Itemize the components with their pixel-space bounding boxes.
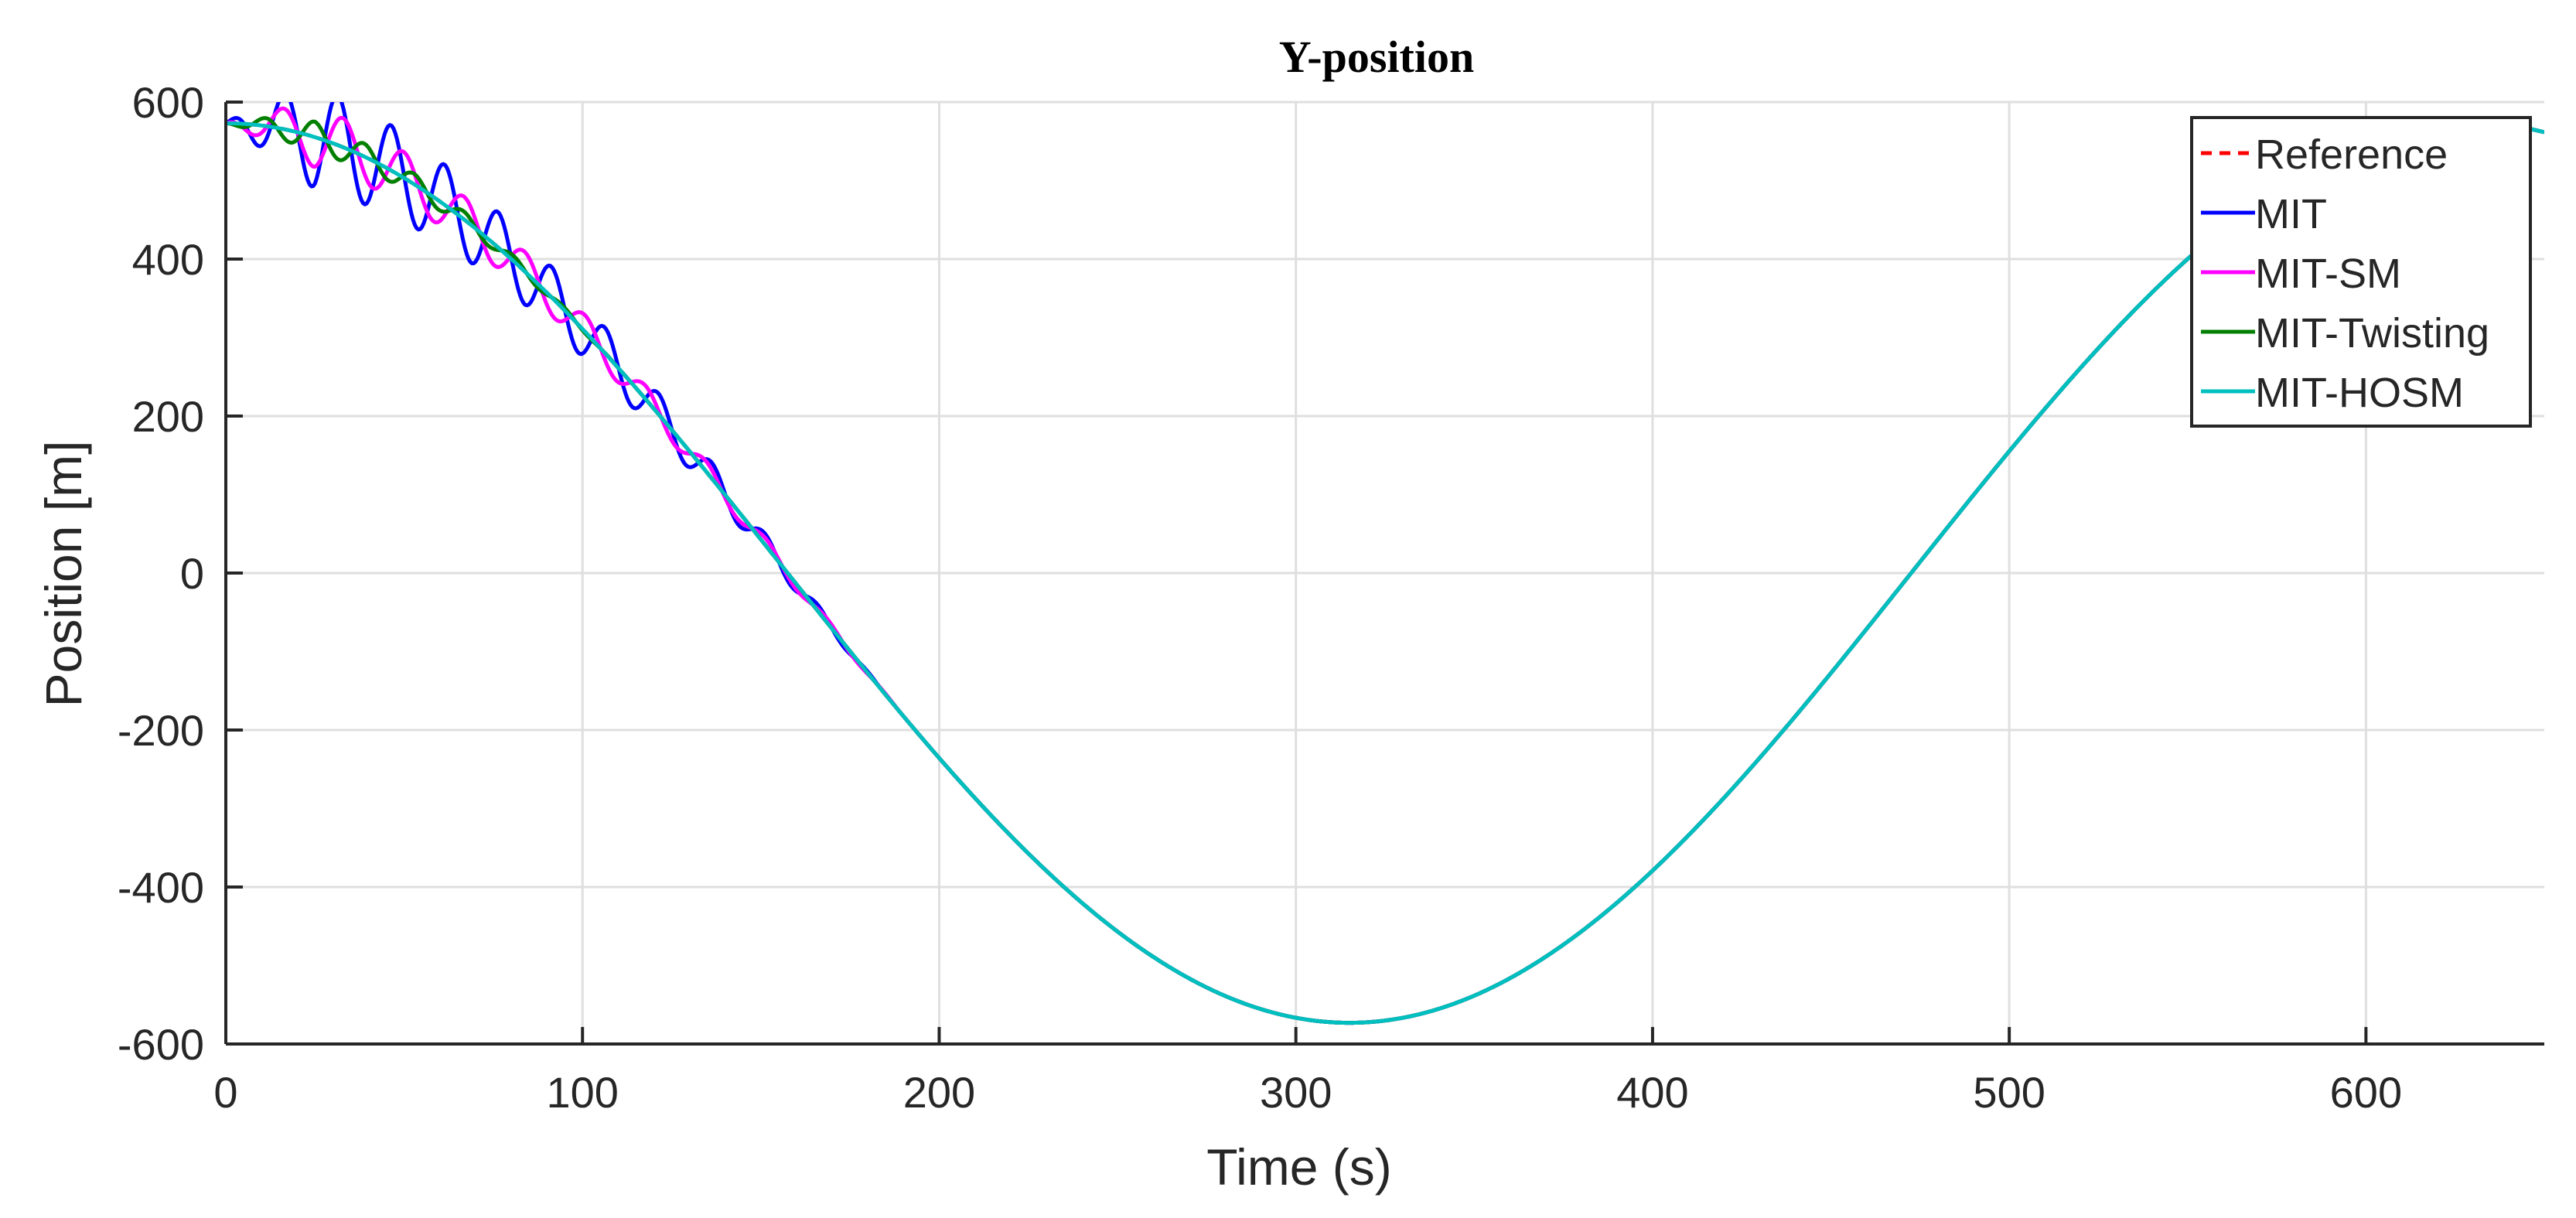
grid-lines	[224, 101, 2544, 1046]
y-tick-label: -600	[118, 1020, 204, 1069]
legend-label: MIT-SM	[2255, 251, 2401, 297]
legend-label: Reference	[2255, 131, 2448, 178]
plot-area	[226, 102, 2544, 1025]
y-axis-label: Position [m]	[35, 441, 92, 708]
x-tick-label: 0	[213, 1068, 237, 1117]
legend-label: MIT	[2255, 191, 2327, 237]
y-tick-label: 0	[180, 549, 204, 598]
legend: Reference MIT MIT-SM MIT-Twisting MIT-HOSM	[2190, 116, 2532, 428]
x-axis-label: Time (s)	[1206, 1138, 1392, 1196]
x-tick-label: 100	[547, 1068, 619, 1117]
x-tick-label: 300	[1260, 1068, 1332, 1117]
x-tick-label: 500	[1973, 1068, 2045, 1117]
x-tick-label: 200	[903, 1068, 975, 1117]
legend-label: MIT-Twisting	[2255, 310, 2489, 357]
series-line-mit-hosm	[226, 121, 2544, 1025]
y-tick-label: 600	[132, 78, 204, 127]
x-tick-label: 400	[1616, 1068, 1688, 1117]
x-tick-label: 600	[2330, 1068, 2402, 1117]
y-tick-label: -400	[118, 863, 204, 912]
legend-label: MIT-HOSM	[2255, 370, 2464, 416]
y-tick-label: 200	[132, 392, 204, 441]
tick-labels: 0 100 200 300 400 500 600 -600 -400 -200 0 200 400 60…	[118, 78, 2402, 1117]
y-tick-label: -200	[118, 706, 204, 755]
axes	[224, 101, 2544, 1046]
y-tick-label: 400	[132, 235, 204, 284]
chart-title: Y-position	[1279, 32, 1475, 82]
